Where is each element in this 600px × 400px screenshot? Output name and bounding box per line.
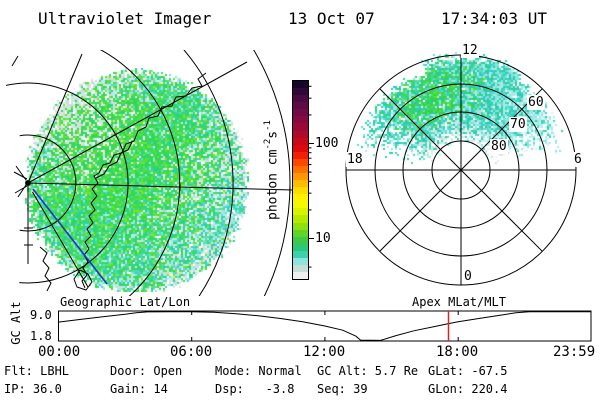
strip-ytick-9: 9.0 [30,308,52,322]
status-seq: Seq: 39 [317,382,368,396]
colorbar-tick-100: 100 [315,136,339,151]
status-glon: GLon: 220.4 [428,382,508,396]
app-title: Ultraviolet Imager [38,9,212,28]
mlat-ring-60: 60 [527,95,545,110]
strip-xtick-2359: 23:59 [553,344,596,360]
strip-xtick-1800: 18:00 [436,344,479,360]
status-mode: Mode: Normal [215,364,302,378]
status-glat: GLat: -67.5 [428,364,508,378]
gc-alt-strip-chart [58,310,592,342]
strip-xtick-0000: 00:00 [38,344,81,360]
status-ip: IP: 36.0 [4,382,62,396]
strip-y-axis-title: GC Alt [9,301,23,345]
strip-ytick-1-8: 1.8 [30,329,52,343]
image-date: 13 Oct 07 [288,9,375,28]
colorbar-tick-10: 10 [315,231,331,246]
mlt-label-12: 12 [461,43,479,58]
status-flt: Flt: LBHL [4,364,70,378]
colorbar-unit-label: photon cm-2s-1 [263,120,281,220]
mlt-label-0: 0 [463,269,473,284]
mlt-label-6: 6 [573,152,583,167]
mlat-ring-70: 70 [509,117,527,132]
status-gain: Gain: 14 [110,382,168,396]
mlat-ring-80: 80 [490,139,508,154]
mlt-label-18: 18 [346,152,364,167]
status-dsp: Dsp: -3.8 [215,382,295,396]
geo-panel-caption: Geographic Lat/Lon [60,295,191,309]
status-door: Door: Open [110,364,183,378]
status-gcalt: GC Alt: 5.7 Re [317,364,419,378]
strip-xtick-0600: 06:00 [170,344,213,360]
colorbar [292,80,309,280]
image-time: 17:34:03 UT [441,9,547,28]
strip-xtick-1200: 12:00 [303,344,346,360]
gc-alt-curve [58,311,591,341]
polar-panel-caption: Apex MLat/MLT [412,295,506,309]
auroral-oval-image [339,48,583,292]
uv-earth-disk-image [25,68,249,292]
